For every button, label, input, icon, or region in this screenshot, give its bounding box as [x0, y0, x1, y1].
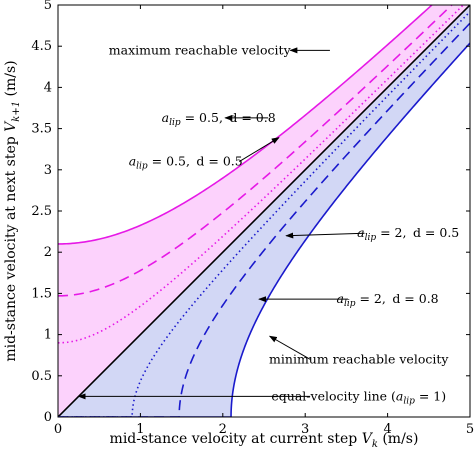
x-tick-label: 2: [219, 422, 227, 437]
y-tick-label: 2.5: [31, 204, 52, 219]
series-identity-solid: [58, 5, 470, 417]
series-upper-dashed: [58, 5, 453, 297]
x-tick-label: 4: [383, 422, 391, 437]
annotation-arrow-min: [268, 335, 311, 360]
annotations: maximum reachable velocity alip = 0.5, d …: [77, 42, 459, 406]
axis-ticks: 0 1 2 3 4 5 0 0.5 1 1.5 2 2.5 3 3.5 4 4.5 5: [31, 0, 474, 437]
y-axis-label: mid-stance velocity at next step Vk+1 (m…: [3, 60, 22, 361]
annotation-label-max: maximum reachable velocity: [109, 42, 292, 57]
y-tick-label: 3.5: [31, 122, 52, 137]
series-upper-dotted: [58, 5, 465, 344]
annotation-label-min: minimum reachable velocity: [269, 351, 449, 366]
y-tick-label: 4.5: [31, 39, 52, 54]
annotation-label-l05: alip = 2, d = 0.5: [357, 225, 459, 243]
y-tick-label: 3: [44, 163, 52, 178]
annotation-label-eq: equal-velocity line (alip = 1): [271, 388, 446, 406]
x-tick-label: 0: [54, 422, 62, 437]
y-tick-label: 1.5: [31, 286, 52, 301]
y-tick-label: 2: [44, 245, 52, 260]
x-axis-label: mid-stance velocity at current step Vk (…: [110, 431, 419, 450]
annotation-label-u08: alip = 0.5, d = 0.8: [162, 110, 276, 128]
y-tick-label: 0.5: [31, 369, 52, 384]
series-lower-dotted: [58, 10, 470, 417]
annotation-arrow-l05: [285, 232, 365, 239]
y-tick-label: 4: [44, 80, 52, 95]
curves: [58, 5, 470, 417]
x-tick-label: 5: [466, 422, 474, 437]
x-tick-label: 1: [136, 422, 144, 437]
y-tick-label: 5: [44, 0, 52, 13]
annotation-label-l08: alip = 2, d = 0.8: [337, 291, 439, 309]
y-tick-label: 0: [44, 410, 52, 425]
x-tick-label: 3: [301, 422, 309, 437]
annotation-label-u05: alip = 0.5, d = 0.5: [129, 154, 243, 172]
y-tick-label: 1: [44, 328, 52, 343]
series-lower-solid: [58, 41, 470, 417]
series-lower-dashed: [58, 22, 470, 417]
annotation-arrow-u05: [239, 137, 280, 162]
series-upper-solid: [58, 5, 434, 245]
